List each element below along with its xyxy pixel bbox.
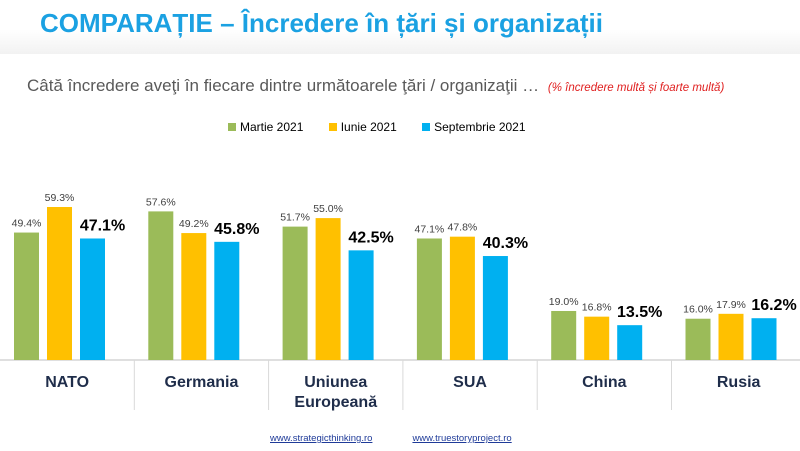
bar bbox=[685, 318, 711, 360]
data-label: 57.6% bbox=[146, 196, 176, 208]
chart-legend: Martie 2021 Iunie 2021 Septembrie 2021 bbox=[228, 120, 548, 134]
legend-item-martie: Martie 2021 bbox=[228, 120, 303, 134]
bar bbox=[47, 207, 72, 360]
footer-links: www.strategicthinking.ro www.truestorypro… bbox=[270, 433, 552, 444]
bar bbox=[181, 233, 207, 360]
data-label: 55.0% bbox=[313, 203, 343, 215]
bar bbox=[482, 256, 508, 360]
subtitle-question: Câtă încredere aveţi în fiecare dintre u… bbox=[27, 76, 540, 95]
data-label: 49.2% bbox=[179, 218, 209, 230]
footer-link-strategicthinking[interactable]: www.strategicthinking.ro bbox=[270, 433, 373, 444]
data-label: 13.5% bbox=[617, 304, 662, 321]
legend-label: Iunie 2021 bbox=[340, 120, 397, 134]
chart-subtitle: Câtă încredere aveţi în fiecare dintre u… bbox=[27, 76, 724, 96]
legend-item-septembrie: Septembrie 2021 bbox=[422, 120, 526, 134]
bar bbox=[214, 241, 240, 360]
data-label: 16.8% bbox=[582, 302, 612, 314]
page-title: COMPARAȚIE – Încredere în țări și organi… bbox=[40, 8, 603, 38]
data-label: 40.3% bbox=[483, 235, 528, 252]
category-label: Uniunea bbox=[304, 374, 367, 391]
data-label: 45.8% bbox=[214, 221, 259, 238]
bar bbox=[718, 313, 744, 360]
category-label: China bbox=[582, 374, 627, 391]
footer-link-truestoryproject[interactable]: www.truestoryproject.ro bbox=[412, 433, 512, 444]
data-label: 19.0% bbox=[549, 296, 579, 308]
bar bbox=[315, 218, 341, 360]
subtitle-note: (% încredere multă și foarte multă) bbox=[547, 82, 725, 94]
bar bbox=[348, 250, 374, 360]
bar bbox=[416, 238, 442, 360]
bar bbox=[751, 318, 777, 360]
legend-swatch bbox=[422, 122, 431, 131]
bar bbox=[148, 211, 174, 360]
category-label: NATO bbox=[45, 374, 89, 391]
bar bbox=[282, 226, 308, 360]
legend-swatch bbox=[328, 122, 337, 131]
legend-label: Martie 2021 bbox=[240, 120, 304, 134]
legend-item-iunie: Iunie 2021 bbox=[328, 120, 397, 134]
bar bbox=[551, 310, 577, 360]
data-label: 47.1% bbox=[415, 223, 445, 235]
data-label: 47.1% bbox=[80, 217, 125, 234]
legend-swatch bbox=[228, 122, 236, 131]
legend-label: Septembrie 2021 bbox=[434, 120, 526, 134]
bar bbox=[14, 232, 39, 360]
data-label: 16.0% bbox=[683, 304, 713, 316]
data-label: 49.4% bbox=[12, 218, 42, 230]
bar bbox=[617, 325, 643, 360]
data-label: 47.8% bbox=[448, 222, 478, 234]
category-label: Europeană bbox=[294, 394, 377, 411]
category-label: Rusia bbox=[717, 374, 761, 391]
category-label: SUA bbox=[453, 374, 487, 391]
data-label: 51.7% bbox=[280, 212, 310, 224]
title-banner bbox=[0, 0, 800, 54]
category-label: Germania bbox=[165, 374, 239, 391]
bar bbox=[449, 236, 475, 360]
data-label: 42.5% bbox=[348, 229, 393, 246]
data-label: 59.3% bbox=[45, 192, 75, 204]
bar-chart: 49.4% 59.3% 47.1% NATO 57.6%49.2% 45.8% German… bbox=[0, 192, 800, 411]
bar bbox=[584, 316, 610, 360]
data-label: 17.9% bbox=[716, 299, 746, 311]
bar bbox=[80, 238, 105, 360]
data-label: 16.2% bbox=[751, 297, 796, 314]
